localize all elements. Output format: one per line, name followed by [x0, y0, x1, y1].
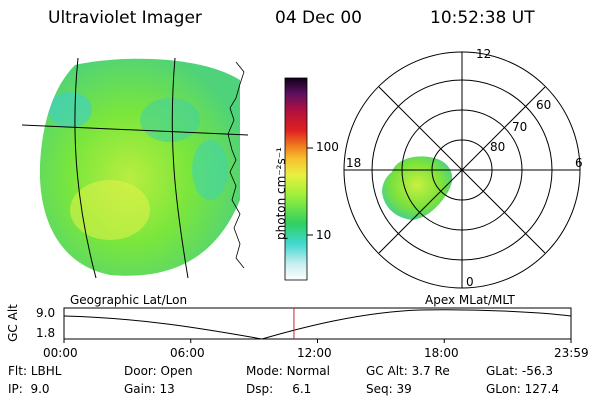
glat-label: GLat: — [486, 364, 519, 378]
gcalt-label: GC Alt: — [366, 364, 408, 378]
filter-field: Flt: LBHL — [8, 364, 61, 378]
mlt-label-12: 12 — [476, 47, 492, 61]
time-tick-2359: 23:59 — [554, 346, 589, 360]
ip-field: IP: 9.0 — [8, 382, 50, 396]
glon-label: GLon: — [486, 382, 521, 396]
dsp-label: Dsp: — [246, 382, 274, 396]
door-label: Door: — [124, 364, 157, 378]
left-panel-caption: Geographic Lat/Lon — [70, 293, 188, 307]
ip-value: 9.0 — [30, 382, 50, 396]
glat-field: GLat: -56.3 — [486, 364, 553, 378]
seq-label: Seq: — [366, 382, 393, 396]
gcalt-field: GC Alt: 3.7 Re — [366, 364, 450, 378]
mode-label: Mode: — [246, 364, 283, 378]
date-label: 04 Dec 00 — [275, 8, 362, 28]
altitude-curve — [63, 309, 572, 340]
time-label: 10:52:38 UT — [430, 8, 535, 28]
door-value: Open — [160, 364, 193, 378]
gain-label: Gain: — [124, 382, 156, 396]
altitude-tick-1-8: 1.8 — [36, 326, 56, 340]
colorbar-tick-10: 10 — [316, 228, 332, 242]
glon-value: 127.4 — [524, 382, 559, 396]
graticule-parallel — [21, 124, 249, 136]
gcalt-value: 3.7 Re — [411, 364, 450, 378]
time-tick-0600: 06:00 — [170, 346, 205, 360]
mlt-label-18: 18 — [346, 156, 362, 170]
altitude-axis-title: GC Alt — [5, 304, 20, 342]
seq-value: 39 — [396, 382, 412, 396]
glat-value: -56.3 — [521, 364, 553, 378]
colorbar — [284, 77, 313, 281]
dsp-value: 6.1 — [292, 382, 312, 396]
filter-value: LBHL — [30, 364, 62, 378]
mlt-label-0: 0 — [466, 275, 474, 289]
ip-label: IP: — [8, 382, 23, 396]
time-tick-0000: 00:00 — [43, 346, 78, 360]
time-tick-1200: 12:00 — [297, 346, 332, 360]
lat-label-80: 80 — [490, 140, 506, 154]
glon-field: GLon: 127.4 — [486, 382, 559, 396]
colorbar-tick-100: 100 — [316, 140, 339, 154]
door-field: Door: Open — [124, 364, 193, 378]
seq-field: Seq: 39 — [366, 382, 412, 396]
mode-value: Normal — [286, 364, 330, 378]
gain-field: Gain: 13 — [124, 382, 175, 396]
aurora-region — [382, 156, 453, 220]
geographic-image — [21, 57, 249, 279]
gain-value: 13 — [159, 382, 175, 396]
polar-plot — [343, 51, 581, 289]
mlt-label-6: 6 — [575, 156, 583, 170]
time-tick-1800: 18:00 — [424, 346, 459, 360]
filter-label: Flt: — [8, 364, 27, 378]
right-panel-caption: Apex MLat/MLT — [425, 293, 515, 307]
mode-field: Mode: Normal — [246, 364, 330, 378]
graticule-meridian-1 — [74, 57, 97, 279]
colorbar-unit-label: photon cm⁻²s⁻¹ — [274, 147, 288, 240]
lat-label-70: 70 — [512, 120, 528, 134]
altitude-plot — [63, 307, 572, 343]
graticule-meridian-2 — [171, 57, 189, 279]
altitude-tick-9: 9.0 — [36, 306, 56, 320]
instrument-title: Ultraviolet Imager — [48, 8, 202, 28]
dsp-field: Dsp: 6.1 — [246, 382, 311, 396]
lat-label-60: 60 — [536, 98, 552, 112]
